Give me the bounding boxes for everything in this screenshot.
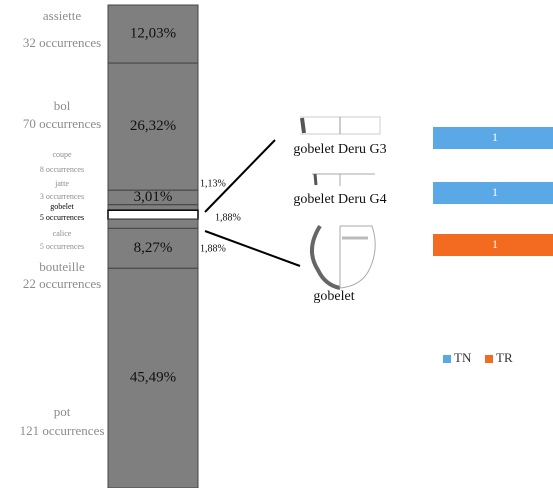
segment-count: 32 occurrences bbox=[23, 35, 101, 50]
segment-name: assiette bbox=[43, 8, 81, 23]
segment-name: calice bbox=[53, 229, 72, 238]
segment bbox=[107, 4, 199, 64]
bar-value: 1 bbox=[492, 185, 498, 199]
bar bbox=[433, 127, 553, 149]
segment-count: 3 occurrences bbox=[40, 192, 84, 201]
legend-label: TR bbox=[496, 350, 513, 365]
segment-count: 121 occurrences bbox=[20, 423, 105, 438]
segment bbox=[107, 227, 199, 269]
segment-name: coupe bbox=[52, 150, 72, 159]
segment-count: 5 occurrences bbox=[40, 213, 84, 222]
value-label: 1,88% bbox=[215, 212, 241, 223]
pottery-gobelet bbox=[310, 224, 376, 290]
value-label: 45,49% bbox=[130, 370, 176, 386]
segment-name: jatte bbox=[54, 179, 69, 188]
legend-swatch bbox=[485, 355, 493, 363]
segment-count: 70 occurrences bbox=[23, 116, 101, 131]
bar bbox=[433, 182, 553, 204]
segment-name: bol bbox=[54, 98, 71, 113]
legend-label: TN bbox=[454, 350, 472, 365]
segment bbox=[107, 267, 199, 488]
category-label: gobelet Deru G4 bbox=[293, 192, 386, 207]
bar bbox=[433, 234, 553, 256]
bar-value: 1 bbox=[492, 237, 498, 251]
segment-count: 22 occurrences bbox=[23, 276, 101, 291]
category-label: gobelet Deru G3 bbox=[293, 142, 386, 157]
pottery-g4 bbox=[312, 173, 375, 186]
segment bbox=[107, 209, 199, 221]
value-label: 26,32% bbox=[130, 118, 176, 134]
bar-value: 1 bbox=[492, 130, 498, 144]
value-label: 1,13% bbox=[200, 178, 226, 189]
pottery-g3 bbox=[300, 116, 381, 135]
legend-swatch bbox=[443, 355, 451, 363]
segment bbox=[107, 204, 199, 211]
segment-name: bouteille bbox=[39, 259, 85, 274]
value-label: 3,01% bbox=[134, 189, 173, 205]
value-label: 8,27% bbox=[134, 240, 173, 256]
segment-count: 5 occurrences bbox=[40, 242, 84, 251]
segment-count: 8 occurrences bbox=[40, 165, 84, 174]
segment-name: gobelet bbox=[50, 202, 74, 211]
category-label: gobelet bbox=[313, 289, 354, 304]
segment-name: pot bbox=[54, 404, 71, 419]
connector bbox=[204, 230, 301, 267]
connector bbox=[204, 139, 276, 213]
segment bbox=[107, 218, 199, 229]
value-label: 12,03% bbox=[130, 25, 176, 41]
value-label: 1,88% bbox=[200, 243, 226, 254]
